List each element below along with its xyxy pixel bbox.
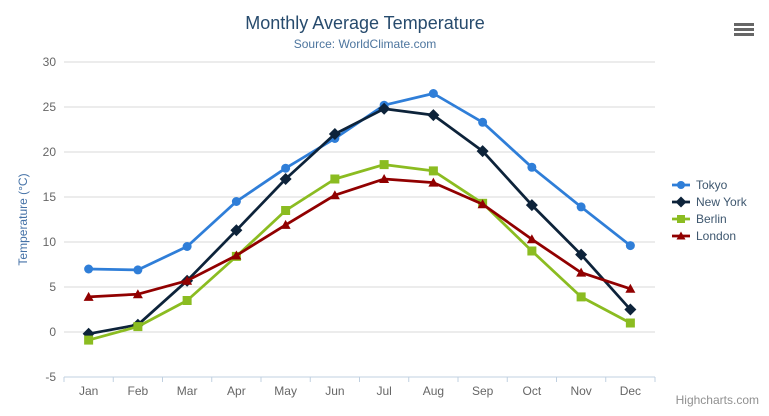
series-london[interactable] (83, 174, 636, 301)
y-axis-title: Temperature (°C) (16, 173, 30, 265)
series-marker-diamond[interactable] (575, 248, 588, 261)
series-marker-square[interactable] (625, 318, 635, 328)
series-marker-circle[interactable] (428, 89, 438, 98)
chart-title: Monthly Average Temperature (245, 13, 485, 33)
y-axis-tick-label: 25 (43, 100, 57, 114)
series-marker-circle[interactable] (84, 264, 94, 274)
series-marker-diamond[interactable] (525, 199, 538, 212)
hamburger-bar (734, 27, 754, 31)
series-marker-triangle[interactable] (676, 231, 686, 239)
series-new-york[interactable] (82, 102, 637, 340)
series-marker-circle[interactable] (133, 265, 143, 275)
legend-item-label: London (696, 228, 737, 243)
x-axis-tick-label: Sep (472, 384, 494, 398)
series-marker-diamond[interactable] (427, 109, 440, 122)
series-marker-square[interactable] (182, 296, 192, 305)
series-line-london[interactable] (87, 177, 632, 299)
series-tokyo[interactable] (84, 89, 635, 275)
y-axis-tick-label: 5 (49, 280, 56, 294)
series-marker-diamond[interactable] (675, 196, 687, 207)
series-marker-triangle[interactable] (231, 250, 242, 260)
x-axis-tick-label: Mar (177, 384, 198, 398)
legend-item-berlin[interactable]: Berlin (672, 210, 747, 227)
legend-item-label: New York (696, 194, 747, 209)
y-axis-tick-label: 20 (43, 145, 57, 159)
series-marker-diamond[interactable] (378, 102, 391, 115)
series-marker-triangle[interactable] (83, 291, 94, 301)
x-axis-tick-label: Oct (523, 384, 542, 398)
x-axis-tick-label: May (274, 384, 297, 398)
legend-item-label: Berlin (696, 211, 727, 226)
series-marker-diamond[interactable] (624, 303, 637, 316)
series-marker-circle[interactable] (676, 180, 686, 189)
series-marker-circle[interactable] (527, 162, 537, 172)
series-marker-square[interactable] (677, 214, 685, 223)
y-axis-tick-label: 0 (49, 325, 56, 339)
series-marker-square[interactable] (428, 166, 438, 176)
x-axis-tick-label: Jan (79, 384, 98, 398)
series-marker-diamond[interactable] (279, 173, 292, 185)
series-marker-triangle[interactable] (379, 174, 390, 183)
legend-item-london[interactable]: London (672, 227, 747, 244)
series-marker-triangle[interactable] (625, 283, 636, 293)
chart-subtitle: Source: WorldClimate.com (293, 37, 437, 51)
series-line-new-york[interactable] (87, 107, 632, 336)
legend-item-tokyo[interactable]: Tokyo (672, 176, 747, 193)
y-axis-tick-label: 10 (43, 235, 57, 249)
y-axis-tick-label: -5 (45, 370, 56, 384)
series-marker-square[interactable] (576, 292, 586, 302)
series-marker-square[interactable] (84, 335, 94, 345)
x-axis-tick-label: Jul (376, 384, 391, 398)
hamburger-menu-icon[interactable] (729, 17, 759, 41)
series-marker-triangle[interactable] (477, 199, 488, 209)
series-marker-square[interactable] (527, 246, 537, 256)
series-marker-diamond[interactable] (230, 224, 243, 237)
legend-marker-circle-icon (672, 180, 690, 189)
legend-item-label: Tokyo (696, 177, 728, 192)
series-marker-triangle[interactable] (428, 177, 439, 187)
highcharts-credit[interactable]: Highcharts.com (675, 393, 759, 407)
series-marker-diamond[interactable] (476, 145, 489, 158)
series-marker-circle[interactable] (231, 197, 241, 206)
series-marker-circle[interactable] (182, 242, 192, 251)
series-marker-triangle[interactable] (182, 275, 193, 285)
legend-marker-triangle-icon (672, 231, 690, 239)
y-axis-tick-label: 15 (43, 190, 57, 204)
legend-marker-diamond-icon (672, 196, 690, 207)
series-marker-circle[interactable] (478, 117, 488, 127)
series-line-berlin[interactable] (87, 163, 632, 342)
series-marker-square[interactable] (133, 322, 143, 332)
series-marker-diamond[interactable] (328, 128, 341, 140)
x-axis-tick-label: Dec (620, 384, 641, 398)
series-marker-triangle[interactable] (526, 234, 537, 244)
series-marker-circle[interactable] (625, 241, 635, 251)
series-marker-square[interactable] (281, 206, 291, 215)
x-axis-tick-label: Nov (570, 384, 591, 398)
legend: Tokyo New York Berlin London (672, 176, 747, 244)
series-marker-triangle[interactable] (576, 267, 587, 277)
hamburger-bar (734, 22, 754, 26)
x-axis-tick-label: Apr (227, 384, 246, 398)
y-axis-tick-label: 30 (43, 55, 57, 69)
series-marker-circle[interactable] (576, 202, 586, 212)
series-marker-triangle[interactable] (329, 190, 340, 200)
legend-item-new-york[interactable]: New York (672, 193, 747, 210)
x-axis-tick-label: Jun (325, 384, 344, 398)
x-axis-tick-label: Feb (128, 384, 149, 398)
series-marker-circle[interactable] (281, 163, 291, 173)
hamburger-bar (734, 32, 754, 36)
series-marker-triangle[interactable] (280, 219, 291, 229)
x-axis-tick-label: Aug (423, 384, 444, 398)
series-marker-square[interactable] (330, 174, 340, 184)
legend-marker-square-icon (672, 214, 690, 223)
series-marker-square[interactable] (379, 160, 389, 170)
series-marker-triangle[interactable] (132, 289, 143, 299)
